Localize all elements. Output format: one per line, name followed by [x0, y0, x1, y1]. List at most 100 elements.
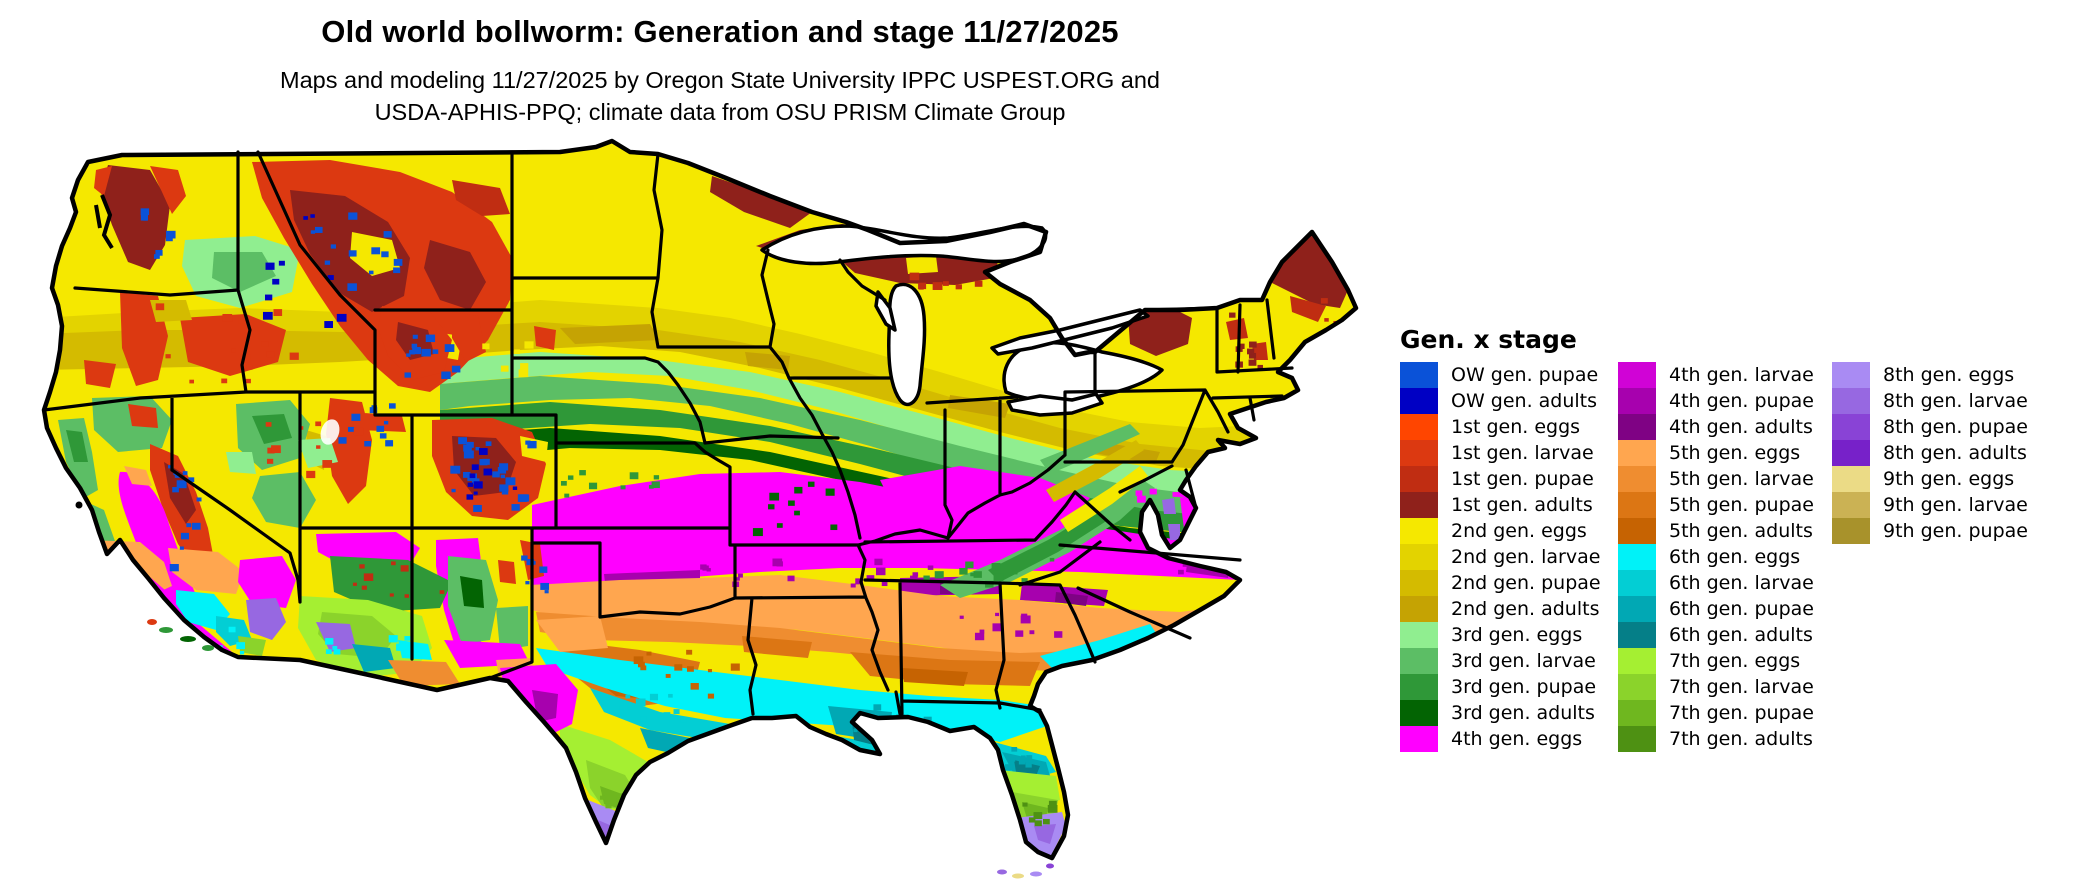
legend-item: 1st gen. larvae	[1400, 440, 1601, 466]
legend-color-swatch	[1400, 570, 1438, 596]
legend-column-3: 8th gen. eggs 8th gen. larvae 8th gen. pup…	[1832, 362, 2028, 544]
legend-item: 9th gen. pupae	[1832, 518, 2028, 544]
legend-title: Gen. x stage	[1400, 325, 1577, 354]
legend-item-label: 8th gen. larvae	[1883, 390, 2028, 412]
legend-item: 3rd gen. larvae	[1400, 648, 1601, 674]
legend-item: 8th gen. larvae	[1832, 388, 2028, 414]
legend-item-label: 5th gen. larvae	[1669, 468, 1814, 490]
legend-color-swatch	[1400, 414, 1438, 440]
legend-item: 7th gen. pupae	[1618, 700, 1814, 726]
legend-item: 1st gen. pupae	[1400, 466, 1601, 492]
legend-color-swatch	[1400, 596, 1438, 622]
legend-item-label: 9th gen. pupae	[1883, 520, 2028, 542]
legend-column-2: 4th gen. larvae 4th gen. pupae 4th gen. ad…	[1618, 362, 1814, 752]
legend-item: 5th gen. pupae	[1618, 492, 1814, 518]
legend-item: OW gen. adults	[1400, 388, 1601, 414]
legend-item-label: 1st gen. pupae	[1451, 468, 1594, 490]
legend-item: 6th gen. eggs	[1618, 544, 1814, 570]
legend-item: 5th gen. larvae	[1618, 466, 1814, 492]
legend-color-swatch	[1618, 622, 1656, 648]
subtitle-line-2: USDA-APHIS-PPQ; climate data from OSU PR…	[374, 99, 1066, 125]
legend-item-label: 4th gen. pupae	[1669, 390, 1814, 412]
green-bay	[874, 290, 897, 332]
legend-item-label: 5th gen. pupae	[1669, 494, 1814, 516]
legend-item: 9th gen. eggs	[1832, 466, 2028, 492]
legend-item: 4th gen. eggs	[1400, 726, 1601, 752]
legend-item-label: 6th gen. larvae	[1669, 572, 1814, 594]
legend-item-label: 1st gen. adults	[1451, 494, 1593, 516]
legend-item: 3rd gen. adults	[1400, 700, 1601, 726]
legend-item-label: 2nd gen. larvae	[1451, 546, 1601, 568]
legend-item: 2nd gen. eggs	[1400, 518, 1601, 544]
channel-islands	[147, 619, 214, 651]
legend-item-label: 6th gen. eggs	[1669, 546, 1801, 568]
legend-item-label: 1st gen. eggs	[1451, 416, 1581, 438]
legend-item-label: 5th gen. eggs	[1669, 442, 1801, 464]
legend-color-swatch	[1618, 544, 1656, 570]
legend-item-label: 6th gen. pupae	[1669, 598, 1814, 620]
legend-item: 1st gen. eggs	[1400, 414, 1601, 440]
legend-item: 6th gen. larvae	[1618, 570, 1814, 596]
legend-item-label: 6th gen. adults	[1669, 624, 1813, 646]
legend-item-label: 3rd gen. larvae	[1451, 650, 1596, 672]
legend-color-swatch	[1832, 414, 1870, 440]
legend-item-label: 2nd gen. pupae	[1451, 572, 1601, 594]
legend-item: 3rd gen. eggs	[1400, 622, 1601, 648]
page-title: Old world bollworm: Generation and stage…	[321, 14, 1119, 49]
legend-color-swatch	[1618, 700, 1656, 726]
map-header: Old world bollworm: Generation and stage…	[150, 14, 1290, 128]
legend-item: 2nd gen. larvae	[1400, 544, 1601, 570]
legend-color-swatch	[1832, 440, 1870, 466]
puget-sound	[94, 194, 114, 250]
legend-item-label: 7th gen. adults	[1669, 728, 1813, 750]
legend-color-swatch	[1618, 596, 1656, 622]
legend-color-swatch	[1618, 518, 1656, 544]
legend-item: 6th gen. adults	[1618, 622, 1814, 648]
lake-michigan	[887, 282, 927, 407]
legend-item: 7th gen. adults	[1618, 726, 1814, 752]
legend-item: 5th gen. eggs	[1618, 440, 1814, 466]
legend-item: 5th gen. adults	[1618, 518, 1814, 544]
legend-column-1: OW gen. pupae OW gen. adults 1st gen. eggs…	[1400, 362, 1601, 752]
legend-color-swatch	[1400, 362, 1438, 388]
legend-item-label: 3rd gen. adults	[1451, 702, 1595, 724]
legend-item: 7th gen. eggs	[1618, 648, 1814, 674]
legend-item: 8th gen. adults	[1832, 440, 2028, 466]
sf-bay	[75, 501, 83, 509]
legend-item: OW gen. pupae	[1400, 362, 1601, 388]
legend-item: 8th gen. eggs	[1832, 362, 2028, 388]
legend-item: 4th gen. larvae	[1618, 362, 1814, 388]
us-outline	[41, 138, 1359, 861]
legend-item-label: 4th gen. eggs	[1451, 728, 1583, 750]
legend-item-label: OW gen. adults	[1451, 390, 1598, 412]
legend-item: 9th gen. larvae	[1832, 492, 2028, 518]
legend-item: 3rd gen. pupae	[1400, 674, 1601, 700]
great-lakes	[760, 224, 1164, 417]
lake-erie	[1006, 392, 1104, 417]
legend-color-swatch	[1400, 622, 1438, 648]
legend-color-swatch	[1400, 492, 1438, 518]
legend-color-swatch	[1400, 466, 1438, 492]
legend-color-swatch	[1832, 362, 1870, 388]
legend-color-swatch	[1618, 414, 1656, 440]
state-borders	[42, 150, 1294, 716]
legend-color-swatch	[1400, 544, 1438, 570]
legend-item-label: 5th gen. adults	[1669, 520, 1813, 542]
legend-color-swatch	[1618, 648, 1656, 674]
legend-color-swatch	[1400, 648, 1438, 674]
legend-color-swatch	[1400, 726, 1438, 752]
legend-item-label: 7th gen. eggs	[1669, 650, 1801, 672]
legend: Gen. x stage OW gen. pupae OW gen. adults…	[1400, 325, 2070, 752]
legend-color-swatch	[1618, 388, 1656, 414]
legend-color-swatch	[1618, 674, 1656, 700]
great-salt-lake	[320, 419, 340, 445]
legend-item-label: 9th gen. larvae	[1883, 494, 2028, 516]
legend-color-swatch	[1618, 570, 1656, 596]
legend-color-swatch	[1832, 492, 1870, 518]
legend-color-swatch	[1832, 466, 1870, 492]
legend-color-swatch	[1832, 518, 1870, 544]
legend-item-label: 2nd gen. adults	[1451, 598, 1600, 620]
legend-color-swatch	[1618, 492, 1656, 518]
florida-keys	[997, 863, 1054, 879]
